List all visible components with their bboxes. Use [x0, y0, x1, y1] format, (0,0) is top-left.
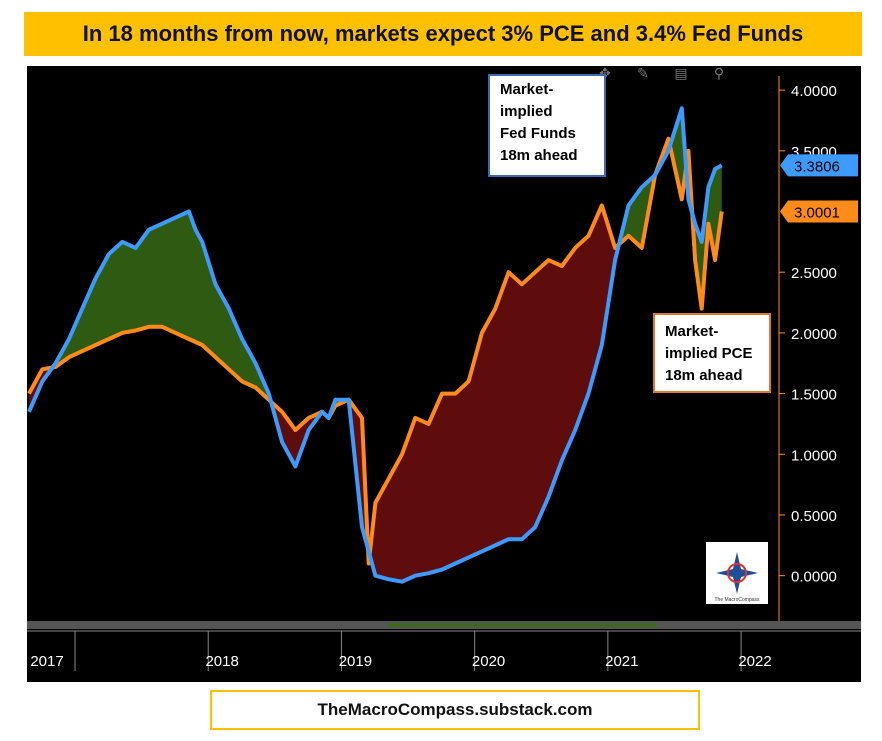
y-tick-label: 4.0000: [791, 83, 837, 100]
compass-ring: [727, 563, 747, 583]
fed-funds-annotation-text: 18m ahead: [500, 147, 578, 164]
pce-annotation-text: Market-: [665, 323, 718, 340]
fed-funds-annotation-text: implied: [500, 103, 553, 120]
spread-fill-positive: [53, 211, 272, 404]
pce-last-value-badge: [780, 200, 858, 223]
x-tick-label: 2018: [205, 653, 238, 670]
fed-funds-annotation-text: Market-: [500, 81, 553, 98]
x-tick-label: 2020: [472, 653, 505, 670]
pce-last-value-label: 3.0001: [794, 205, 840, 222]
notes-icon[interactable]: ▤: [674, 66, 687, 81]
chart-svg[interactable]: 4.00003.50002.50002.00001.50001.00000.50…: [27, 66, 861, 682]
pce-annotation-text: implied PCE: [665, 345, 753, 362]
pencil-icon[interactable]: ✎: [637, 66, 649, 81]
x-tick-label: 2021: [605, 653, 638, 670]
x-tick-label: 2019: [339, 653, 372, 670]
y-axis: 4.00003.50002.50002.00001.50001.00000.50…: [778, 76, 858, 621]
spread-fill-negative: [370, 206, 620, 582]
fed-funds-annotation-box: [488, 74, 606, 177]
x-tick-label: 2022: [738, 653, 771, 670]
logo-text: The MacroCompass: [714, 597, 760, 603]
x-axis: 2017 2018 2019 2020 2021 2022: [27, 621, 861, 671]
title-banner: In 18 months from now, markets expect 3%…: [24, 12, 862, 56]
pce-annotation-text: 18m ahead: [665, 367, 743, 384]
compass-icon: [716, 552, 758, 594]
y-tick-label: 1.5000: [791, 387, 837, 404]
zoom-icon[interactable]: ⚲: [714, 66, 724, 81]
y-tick-label: 2.0000: [791, 326, 837, 343]
y-tick-label: 2.5000: [791, 265, 837, 282]
fed-funds-annotation-text: Fed Funds: [500, 125, 576, 142]
spread-fill-positive: [619, 172, 656, 247]
y-tick-label: 0.0000: [791, 569, 837, 586]
logo: The MacroCompass: [706, 542, 768, 604]
x-tick-label: 2017: [30, 653, 63, 670]
fed-funds-line: [27, 106, 723, 584]
fed_funds-last-value-label: 3.3806: [794, 158, 840, 175]
chart-area[interactable]: 4.0000 3.5000 2.5000 2.0000 1.5000 1.0000 0.50…: [27, 66, 861, 682]
annotations: Market-implied Fed Funds 18m ahead Market-i…: [488, 74, 771, 393]
pce-annotation-box: [653, 313, 771, 393]
y-tick-label: 1.0000: [791, 447, 837, 464]
fed_funds-last-value-badge: [780, 154, 858, 177]
chart-title: In 18 months from now, markets expect 3%…: [82, 21, 804, 46]
pce-line: [27, 136, 724, 566]
scroll-thumb[interactable]: [387, 623, 657, 627]
y-tick-label: 0.5000: [791, 508, 837, 525]
source-footer: TheMacroCompass.substack.com: [210, 690, 700, 730]
source-text: TheMacroCompass.substack.com: [317, 700, 593, 719]
series-lines: [27, 106, 724, 584]
chart-toolbar[interactable]: ✥ ✎ ▤ ⚲: [599, 66, 724, 81]
